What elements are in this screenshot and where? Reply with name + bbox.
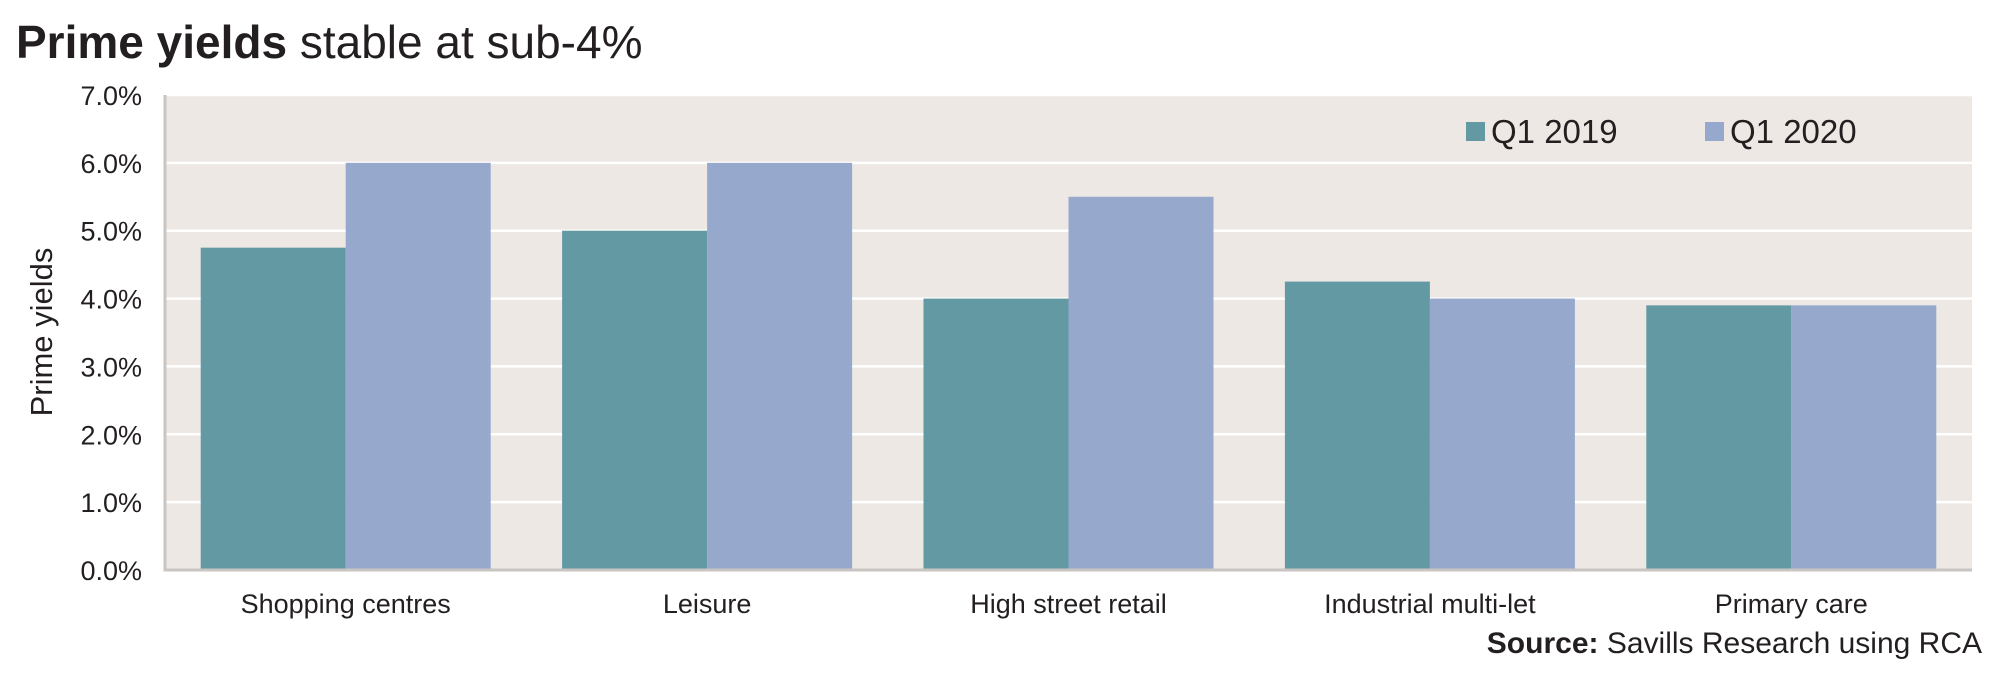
y-tick-label: 3.0%	[80, 352, 142, 382]
x-tick-labels: Shopping centres Leisure High street retai…	[241, 589, 1868, 619]
legend-swatch	[1466, 122, 1485, 141]
legend-swatch	[1705, 122, 1724, 141]
y-tick-label: 1.0%	[80, 488, 142, 518]
source-text: Savills Research using RCA	[1606, 627, 1982, 660]
y-axis-label: Prime yields	[24, 248, 59, 417]
bar-q1-2019	[200, 247, 346, 570]
chart-title-light: stable at sub-4%	[299, 16, 643, 68]
y-tick-label: 7.0%	[80, 81, 142, 111]
bar-q1-2020	[1429, 298, 1575, 570]
source-label: Source:	[1486, 627, 1599, 660]
bar-q1-2020	[707, 162, 853, 570]
chart-title: Prime yields stable at sub-4%	[16, 14, 642, 70]
x-tick-label: Industrial multi-let	[1324, 589, 1536, 619]
bar-q1-2019	[1284, 281, 1430, 570]
y-tick-label: 6.0%	[80, 149, 142, 179]
bar-q1-2020	[1791, 305, 1937, 570]
x-tick-label: High street retail	[970, 589, 1167, 619]
y-tick-label: 5.0%	[80, 217, 142, 247]
bar-q1-2019	[1646, 305, 1792, 570]
y-tick-labels: 0.0% 1.0% 2.0% 3.0% 4.0% 5.0% 6.0% 7.0%	[80, 81, 142, 586]
bar-q1-2020	[1068, 196, 1214, 571]
bar-q1-2019	[923, 298, 1069, 570]
x-tick-label: Leisure	[663, 589, 752, 619]
source-note: Source: Savills Research using RCA	[1487, 626, 1982, 662]
y-tick-label: 2.0%	[80, 420, 142, 450]
legend: Q1 2019 Q1 2020	[1466, 113, 1857, 150]
y-tick-label: 0.0%	[80, 556, 142, 586]
bars	[200, 162, 1937, 571]
y-tick-label: 4.0%	[80, 285, 142, 315]
legend-label: Q1 2019	[1491, 113, 1618, 150]
chart-title-bold: Prime yields	[16, 16, 288, 68]
legend-label: Q1 2020	[1730, 113, 1857, 150]
bar-q1-2019	[562, 230, 708, 570]
x-tick-label: Primary care	[1715, 589, 1868, 619]
axes	[163, 95, 1972, 572]
bar-q1-2020	[345, 162, 491, 570]
x-tick-label: Shopping centres	[241, 589, 451, 619]
